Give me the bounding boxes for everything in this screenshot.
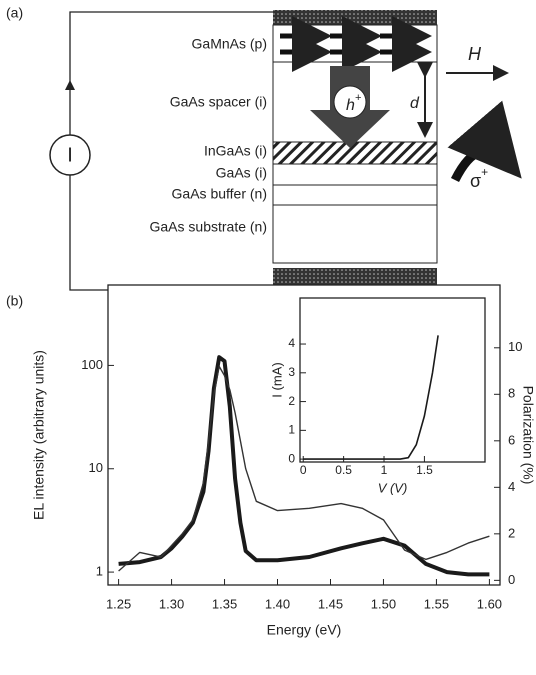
data-line (303, 335, 439, 460)
x-tick-label: 1.35 (212, 596, 237, 611)
x-tick-label: 1.45 (318, 596, 343, 611)
x-tick-label: 1.5 (416, 463, 433, 477)
y2-tick-label: 8 (508, 386, 515, 401)
layer-label: GaMnAs (p) (192, 36, 267, 52)
data-line (118, 365, 490, 572)
layer-label: InGaAs (i) (204, 143, 267, 159)
x-tick-label: 1.55 (424, 596, 449, 611)
panel-a: (a) I GaMnAs (p) GaAs spacer (i) InGaAs … (6, 5, 522, 291)
current-arrow (65, 80, 75, 90)
y-tick-label: 2 (288, 394, 295, 408)
x-tick-label: 0.5 (335, 463, 352, 477)
current-source (49, 134, 91, 176)
y2-tick-label: 4 (508, 479, 515, 494)
panel-label: (b) (6, 293, 23, 309)
x-tick-label: 1.40 (265, 596, 290, 611)
hole (333, 85, 367, 119)
y-tick-label: 0 (288, 451, 295, 465)
layer-label: GaAs spacer (i) (170, 94, 267, 110)
light-arrow (447, 100, 522, 183)
spin-arrows (280, 16, 432, 72)
y-axis-label: EL intensity (arbitrary units) (31, 350, 47, 520)
y2-tick-label: 0 (508, 572, 515, 587)
panel-label: (a) (6, 5, 23, 21)
x-axis-label: Energy (eV) (267, 622, 342, 638)
distance-label: d (410, 95, 420, 112)
y2-axis-label: Polarization (%) (520, 386, 536, 485)
light-base: σ (470, 171, 481, 191)
layer (272, 163, 438, 186)
y2-tick-label: 6 (508, 432, 515, 447)
layer-label: GaAs substrate (n) (150, 219, 268, 235)
layer-label: GaAs (i) (216, 165, 267, 181)
light-label: σ+ (470, 165, 488, 191)
layer (272, 141, 438, 165)
y-axis-label: I (mA) (269, 362, 284, 397)
y-tick-label: 1 (96, 564, 103, 579)
layer (272, 204, 438, 264)
hole-base: h (346, 97, 355, 114)
y-tick-label: 4 (288, 336, 295, 350)
contact (273, 268, 437, 288)
y-tick-label: 10 (89, 460, 103, 475)
layer (272, 184, 438, 206)
field-label: H (468, 44, 482, 64)
x-tick-label: 1.60 (477, 596, 502, 611)
y2-tick-label: 2 (508, 525, 515, 540)
y-tick-label: 3 (288, 365, 295, 379)
light-sup: + (481, 165, 488, 179)
x-tick-label: 1.25 (106, 596, 131, 611)
x-tick-label: 0 (300, 463, 307, 477)
layer-label: GaAs buffer (n) (172, 186, 267, 202)
layer (272, 24, 438, 63)
x-tick-label: 1.50 (371, 596, 396, 611)
x-axis-label: V (V) (378, 480, 408, 495)
y2-tick-label: 10 (508, 339, 522, 354)
y-tick-label: 1 (288, 423, 295, 437)
hole-sup: + (355, 92, 362, 104)
x-tick-label: 1.30 (159, 596, 184, 611)
plot-frame (299, 297, 486, 463)
y-tick-label: 100 (81, 357, 103, 372)
x-tick-label: 1 (381, 463, 388, 477)
current-source-label: I (67, 144, 73, 166)
hole-label: h+ (346, 92, 362, 114)
contact (273, 10, 437, 25)
chart: 0 0.5 1 1.5 0 1 2 3 4 V (V) I (mA) (269, 297, 486, 495)
